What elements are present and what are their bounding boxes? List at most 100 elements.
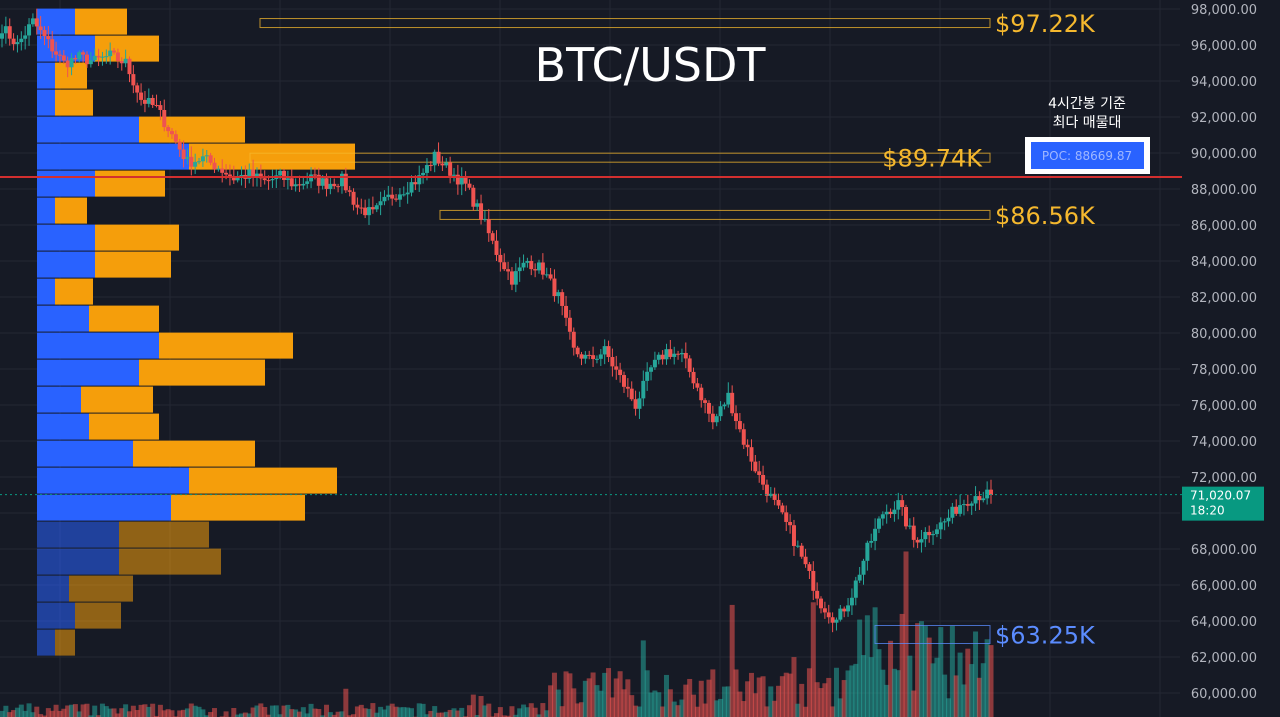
candle-body	[815, 590, 820, 599]
candle-body	[115, 52, 120, 62]
y-tick-label: 72,000.00	[1191, 471, 1257, 486]
candle-body	[927, 531, 932, 536]
candle-body	[108, 50, 113, 57]
profile-buy-bar	[37, 116, 139, 143]
volume-bar	[96, 715, 102, 717]
volume-bar	[494, 713, 499, 717]
candle-body	[386, 194, 391, 197]
level-zone	[439, 209, 991, 220]
candle-body	[614, 366, 619, 370]
volume-bar	[296, 711, 302, 717]
volume-bar	[49, 710, 55, 717]
volume-bar	[115, 713, 121, 717]
volume-bar	[443, 711, 449, 717]
profile-sell-bar	[55, 89, 93, 116]
volume-bar	[756, 677, 762, 717]
volume-bar	[698, 680, 704, 717]
volume-bar	[266, 714, 272, 717]
profile-sell-bar	[55, 629, 75, 656]
y-tick-label: 74,000.00	[1191, 435, 1257, 450]
volume-bar	[381, 709, 387, 717]
candle-body	[15, 42, 20, 45]
candle-body	[981, 498, 986, 501]
candle-body	[803, 556, 808, 565]
profile-buy-bar	[37, 602, 75, 629]
candle-body	[324, 178, 329, 189]
volume-bar	[188, 703, 194, 717]
candle-body	[370, 207, 375, 210]
candle-body	[946, 517, 951, 522]
volume-bar	[984, 639, 990, 717]
grid-lines	[0, 0, 1180, 717]
profile-buy-bar	[37, 548, 119, 575]
volume-bar	[644, 670, 650, 717]
candle-body	[131, 74, 136, 86]
y-tick-label: 92,000.00	[1191, 111, 1257, 126]
profile-buy-bar	[37, 440, 133, 467]
candle-body	[467, 183, 472, 188]
last-price-tag	[1182, 486, 1264, 521]
volume-bar	[61, 708, 67, 717]
volume-bar	[455, 710, 461, 717]
volume-bar	[663, 674, 669, 717]
candle-body	[842, 608, 847, 612]
volume-bar	[14, 707, 20, 717]
volume-bar	[772, 700, 778, 717]
volume-bar	[281, 705, 287, 717]
candle-body	[417, 175, 422, 185]
volume-bar	[942, 674, 948, 717]
y-tick-label: 98,000.00	[1191, 3, 1257, 18]
profile-sell-bar	[95, 224, 179, 251]
volume-bar	[524, 707, 530, 717]
candle-body	[494, 240, 499, 255]
volume-bar	[99, 703, 105, 717]
candle-body	[421, 172, 426, 176]
level-zone	[259, 18, 991, 29]
volume-bar	[907, 655, 913, 717]
profile-sell-bar	[139, 116, 245, 143]
volume-bar	[806, 668, 812, 717]
volume-bar	[76, 711, 82, 717]
candle-body	[668, 349, 673, 357]
candle-body	[119, 61, 124, 64]
poc-box	[1031, 142, 1144, 169]
volume-bar	[934, 657, 940, 717]
volume-bar	[590, 672, 596, 717]
candle-body	[780, 505, 785, 513]
volume-bar	[521, 704, 527, 717]
volume-bar	[791, 657, 797, 717]
candle-body	[730, 392, 735, 414]
candle-body	[336, 186, 341, 188]
candle-body	[888, 511, 893, 515]
countdown-label: 18:20	[1190, 504, 1225, 518]
volume-bar	[370, 703, 376, 717]
candle-body	[869, 540, 874, 543]
volume-bar	[764, 706, 770, 717]
candle-body	[475, 203, 480, 207]
y-tick-label: 82,000.00	[1191, 291, 1257, 306]
volume-bar	[34, 706, 40, 717]
candle-body	[764, 484, 769, 496]
candle-body	[664, 349, 669, 360]
volume-bar	[451, 708, 457, 717]
volume-bar	[211, 708, 217, 717]
candle-body	[452, 174, 457, 176]
profile-buy-bar	[37, 413, 89, 440]
candle-body	[142, 99, 147, 104]
candle-body	[896, 500, 901, 510]
volume-bar	[609, 697, 615, 717]
candle-body	[100, 56, 105, 58]
volume-bar	[613, 678, 619, 717]
candle-body	[540, 262, 545, 275]
candle-body	[54, 51, 59, 55]
volume-bar	[582, 680, 588, 717]
volume-bar	[602, 672, 608, 717]
candle-body	[583, 354, 588, 359]
volume-bar	[57, 710, 63, 717]
candle-body	[865, 542, 870, 561]
volume-bar	[729, 604, 735, 717]
candle-body	[714, 416, 719, 423]
candle-body	[791, 525, 796, 546]
candle-body	[722, 404, 727, 407]
